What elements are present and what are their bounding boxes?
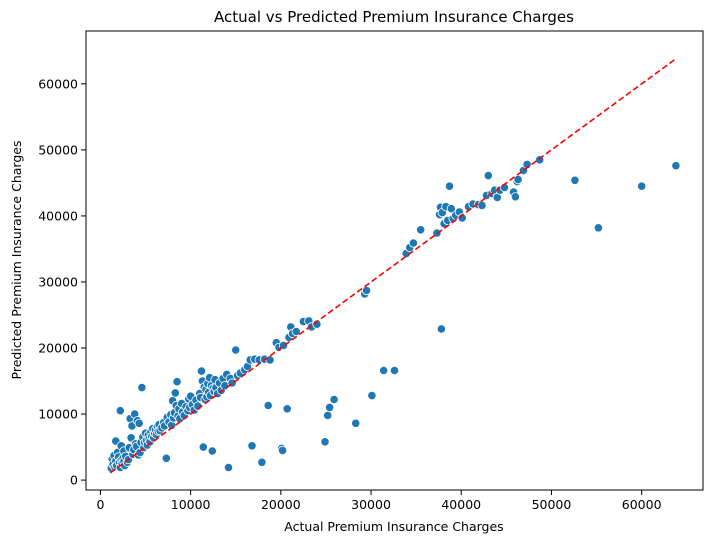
- data-point: [436, 324, 446, 334]
- data-point: [671, 161, 681, 171]
- data-point: [510, 192, 521, 202]
- reference-line: [109, 58, 677, 474]
- data-point: [320, 437, 330, 447]
- data-point: [263, 400, 273, 411]
- x-tick-label: 50000: [532, 497, 572, 512]
- data-point: [291, 326, 301, 337]
- y-tick-label: 0: [70, 473, 78, 488]
- data-point: [570, 175, 580, 185]
- x-axis-ticks: 0 10000 20000 30000 40000 50000 60000: [96, 490, 662, 512]
- y-tick-label: 10000: [38, 407, 78, 422]
- data-point: [257, 457, 267, 467]
- data-point: [196, 366, 207, 376]
- data-point: [312, 319, 322, 329]
- data-point: [379, 365, 389, 376]
- data-point: [367, 390, 377, 401]
- data-point: [223, 462, 234, 473]
- y-tick-label: 30000: [38, 274, 78, 289]
- y-tick-label: 60000: [38, 76, 78, 91]
- x-tick-label: 0: [96, 497, 104, 512]
- data-point: [207, 446, 217, 456]
- data-point: [637, 181, 647, 191]
- data-point: [593, 223, 604, 233]
- x-tick-label: 10000: [171, 497, 211, 512]
- data-point: [389, 365, 400, 376]
- x-axis-label: Actual Premium Insurance Charges: [284, 519, 503, 534]
- data-point: [137, 382, 147, 393]
- data-point: [324, 402, 335, 412]
- data-point: [416, 225, 426, 235]
- data-point: [446, 204, 456, 214]
- data-point: [444, 181, 455, 191]
- y-axis-label: Predicted Premium Insurance Charges: [9, 141, 24, 380]
- data-point: [351, 418, 361, 428]
- data-point: [282, 404, 292, 414]
- y-tick-label: 40000: [38, 208, 78, 223]
- data-point: [329, 394, 339, 405]
- data-point: [477, 200, 487, 210]
- y-tick-label: 50000: [38, 142, 78, 157]
- data-point: [134, 418, 144, 428]
- y-axis-ticks: 0 10000 20000 30000 40000 50000 60000: [38, 76, 86, 488]
- data-point: [198, 442, 208, 452]
- plot-marks: [106, 58, 681, 474]
- data-point: [161, 453, 171, 463]
- data-point: [408, 238, 418, 248]
- x-tick-label: 20000: [261, 497, 301, 512]
- y-tick-label: 20000: [38, 341, 78, 356]
- data-point: [265, 355, 275, 365]
- x-tick-label: 40000: [441, 497, 481, 512]
- data-point: [361, 285, 372, 296]
- data-point: [483, 171, 493, 181]
- data-point: [247, 441, 257, 451]
- plot-area-frame: [85, 30, 704, 491]
- chart-title: Actual vs Predicted Premium Insurance Ch…: [214, 8, 574, 26]
- data-point: [277, 445, 288, 455]
- x-tick-label: 60000: [622, 497, 662, 512]
- data-point: [231, 345, 241, 355]
- x-tick-label: 30000: [351, 497, 391, 512]
- data-point: [323, 410, 333, 420]
- data-point: [513, 175, 523, 185]
- data-point: [115, 406, 125, 416]
- data-point: [172, 377, 182, 387]
- data-point: [170, 388, 180, 398]
